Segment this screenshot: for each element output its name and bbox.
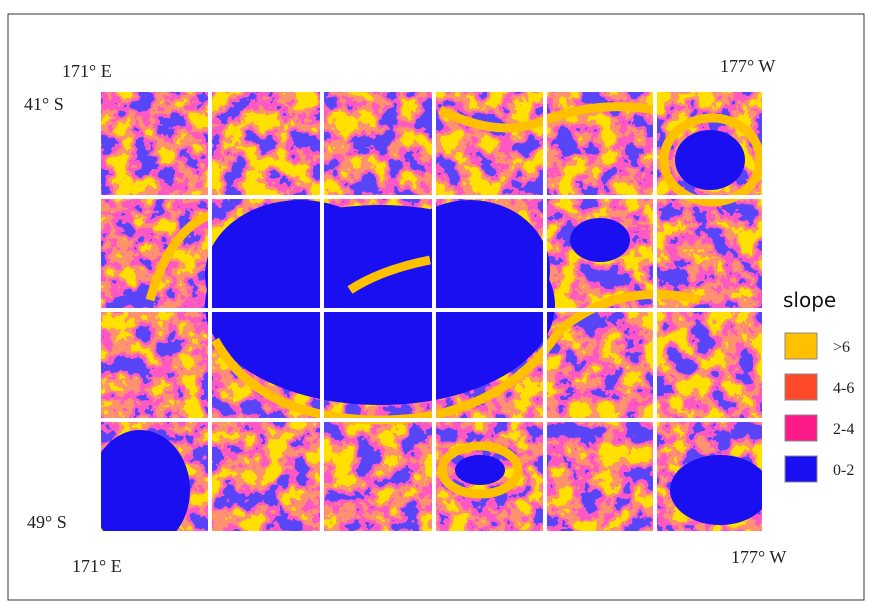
legend-swatch bbox=[785, 333, 817, 359]
legend: >6 4-6 2-4 0-2 bbox=[785, 333, 854, 482]
corner-label: 177° W bbox=[731, 547, 786, 567]
corner-label: 171° E bbox=[72, 556, 122, 576]
corner-label: 171° E bbox=[62, 61, 112, 81]
legend-label: >6 bbox=[833, 339, 850, 356]
legend-swatch bbox=[785, 374, 817, 400]
map-figure: 171° E 177° W 41° S 49° S 171° E 177° W … bbox=[0, 0, 872, 608]
legend-label: 0-2 bbox=[833, 462, 854, 479]
page: 171° E 177° W 41° S 49° S 171° E 177° W … bbox=[0, 0, 872, 608]
slope-raster bbox=[90, 92, 770, 550]
legend-title: slope bbox=[783, 288, 836, 312]
legend-label: 2-4 bbox=[833, 421, 854, 438]
legend-swatch bbox=[785, 415, 817, 441]
corner-label: 49° S bbox=[27, 512, 67, 532]
legend-swatch bbox=[785, 456, 817, 482]
corner-label: 177° W bbox=[720, 56, 775, 76]
corner-label: 41° S bbox=[24, 94, 64, 114]
legend-label: 4-6 bbox=[833, 380, 854, 397]
